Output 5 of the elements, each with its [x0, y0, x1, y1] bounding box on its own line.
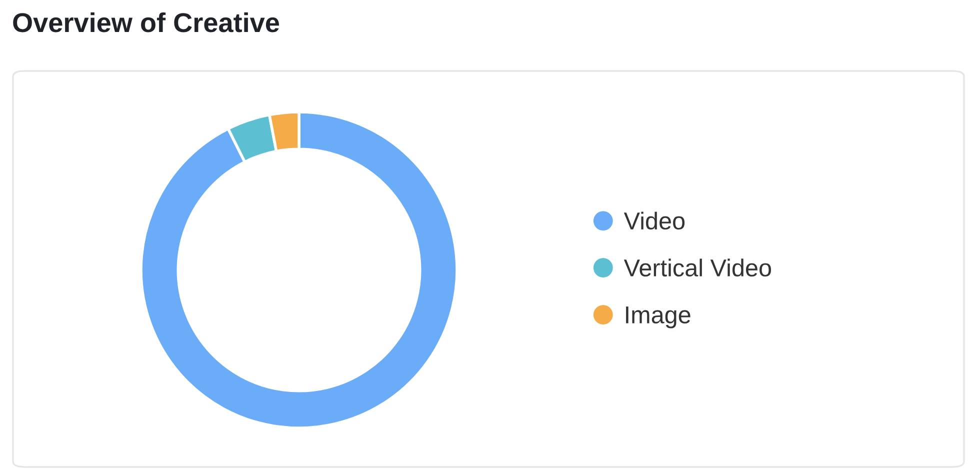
- donut-slice: [140, 110, 458, 430]
- chart-title: Overview of Creative: [13, 12, 280, 32]
- legend-label: Video: [624, 212, 685, 230]
- legend-label: Image: [626, 306, 690, 328]
- legend-label: Vertical Video: [624, 258, 771, 277]
